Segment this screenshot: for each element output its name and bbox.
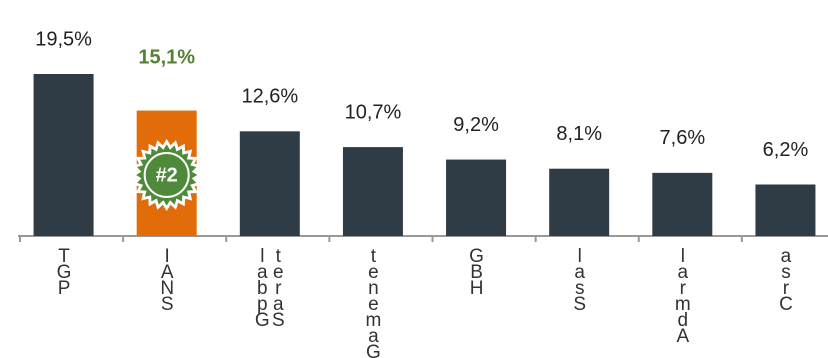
x-tick-label: labpG teraS: [251, 246, 289, 326]
badge-text: #2: [156, 164, 178, 186]
bar: [239, 131, 300, 236]
x-tick-label: TGP: [53, 246, 75, 294]
bar: [652, 172, 713, 236]
x-tick-label: larmdA: [672, 246, 694, 342]
x-tick-label: tenemaG: [362, 246, 384, 358]
x-tick-label: asrC: [775, 246, 797, 310]
value-label: 15,1%: [138, 46, 195, 68]
bar: [342, 147, 403, 236]
bar: [33, 74, 94, 236]
value-label: 10,7%: [345, 101, 402, 123]
value-label: 19,5%: [35, 28, 92, 50]
x-tick-label: lasS: [569, 246, 591, 310]
value-label: 8,1%: [556, 123, 602, 145]
x-tick-label: GBH: [466, 246, 488, 294]
value-label: 7,6%: [660, 127, 706, 149]
bar: [549, 168, 610, 236]
value-label: 6,2%: [763, 139, 809, 161]
value-label: 9,2%: [453, 114, 499, 136]
value-label: 12,6%: [241, 86, 298, 108]
badge-ring: [143, 152, 190, 198]
bar: [755, 184, 816, 236]
bar: [446, 159, 507, 236]
x-tick-label: IANS: [156, 246, 178, 310]
